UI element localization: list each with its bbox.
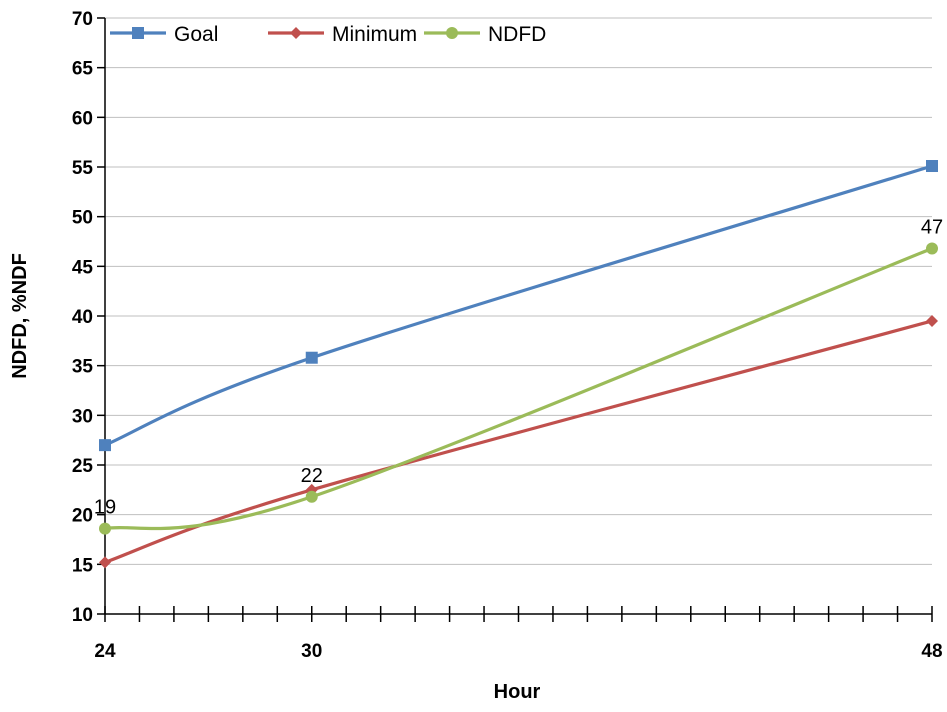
- point-goal: [99, 439, 111, 452]
- y-tick-label: 70: [72, 9, 93, 30]
- data-label-ndfd: 19: [94, 497, 116, 519]
- gridlines: [105, 17, 932, 565]
- y-tick-label: 15: [72, 555, 94, 576]
- point-minimum: [99, 556, 111, 569]
- y-tick-label: 25: [72, 456, 94, 477]
- series-group: [99, 160, 938, 569]
- legend-marker-minimum: [290, 27, 302, 39]
- data-label-ndfd: 22: [301, 465, 323, 487]
- y-tick-label: 50: [72, 208, 93, 229]
- series-line-minimum: [104, 319, 933, 564]
- legend: Goal Minimum NDFD: [110, 23, 546, 46]
- series-line-goal: [104, 164, 933, 447]
- legend-label-goal: Goal: [174, 23, 218, 46]
- point-ndfd: [99, 522, 111, 535]
- x-axis-title: Hour: [494, 681, 541, 703]
- point-minimum: [926, 314, 938, 327]
- y-tick-label: 45: [72, 257, 94, 278]
- x-tick-label: 30: [301, 641, 322, 662]
- y-tick-label: 65: [72, 59, 94, 80]
- y-tick-label: 20: [72, 506, 93, 527]
- x-tick-label: 24: [94, 641, 116, 662]
- data-label-ndfd: 47: [921, 216, 943, 238]
- x-axis-ticks: 24 30 48: [94, 606, 943, 662]
- series-line-ndfd: [104, 246, 933, 531]
- legend-marker-goal: [132, 27, 144, 39]
- point-ndfd: [926, 242, 938, 255]
- y-tick-label: 30: [72, 406, 93, 427]
- data-labels: 19 22 47: [94, 216, 943, 518]
- point-goal: [926, 160, 938, 173]
- x-tick-label: 48: [921, 641, 942, 662]
- y-tick-label: 55: [72, 158, 94, 179]
- point-goal: [305, 351, 318, 364]
- y-axis-ticks: 10 15 20 25 30 35 40 45 50 55 60 65 70: [72, 9, 105, 626]
- legend-label-ndfd: NDFD: [488, 23, 546, 46]
- y-axis-title: NDFD, %NDF: [9, 253, 31, 379]
- y-tick-label: 60: [72, 108, 93, 129]
- point-ndfd: [305, 490, 318, 503]
- legend-marker-ndfd: [446, 27, 458, 39]
- y-tick-label: 35: [72, 357, 94, 378]
- legend-label-minimum: Minimum: [332, 23, 417, 46]
- y-tick-label: 40: [72, 307, 93, 328]
- y-tick-label: 10: [72, 605, 93, 626]
